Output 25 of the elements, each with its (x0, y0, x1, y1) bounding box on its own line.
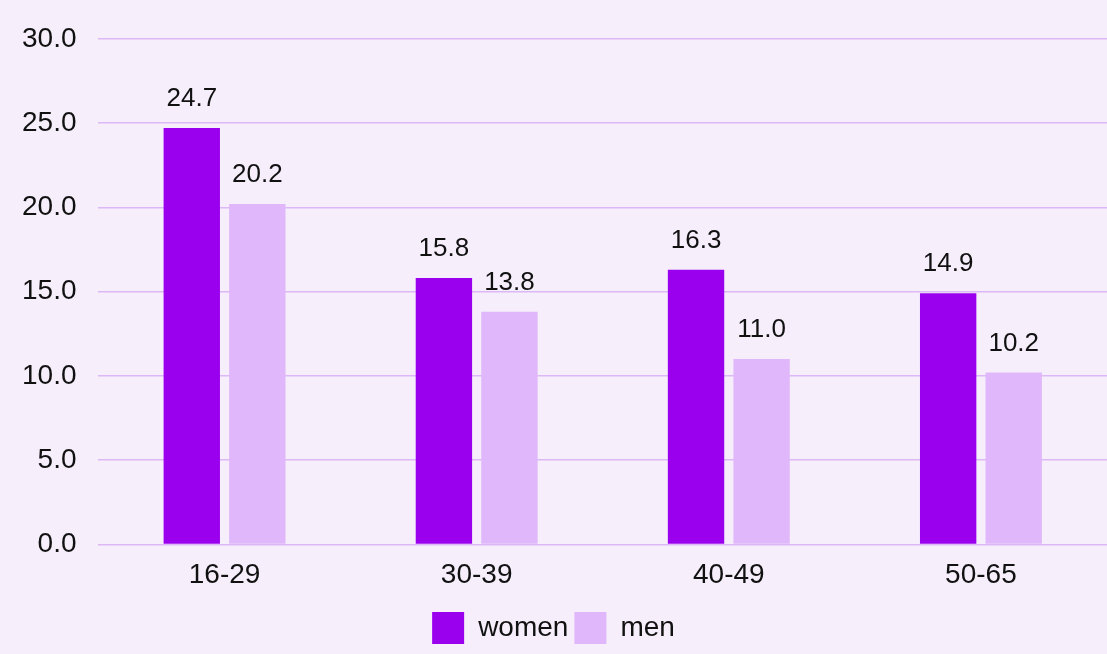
legend-label: men (620, 610, 675, 642)
y-tick-label: 15.0 (22, 274, 77, 306)
legend-label: women (477, 610, 569, 642)
data-label: 10.2 (988, 326, 1040, 357)
x-tick-label: 30-39 (440, 557, 513, 589)
x-tick-label: 16-29 (188, 557, 261, 589)
bar (667, 269, 725, 544)
data-label: 15.8 (418, 232, 470, 263)
bar (415, 278, 473, 544)
data-label: 13.8 (484, 266, 535, 296)
y-tick-label: 25.0 (22, 105, 77, 137)
data-label: 16.3 (670, 223, 722, 254)
data-label: 24.7 (166, 82, 218, 113)
y-tick-label: 10.0 (22, 358, 77, 390)
data-label: 11.0 (737, 313, 786, 344)
bar (919, 293, 977, 544)
y-tick-label: 0.0 (37, 527, 77, 559)
x-tick-label: 50-65 (945, 557, 1017, 589)
y-tick-label: 20.0 (22, 190, 77, 222)
y-tick-label: 5.0 (37, 442, 77, 474)
data-label: 20.2 (232, 158, 283, 189)
y-tick-label: 30.0 (22, 21, 77, 53)
bar (163, 128, 220, 544)
data-label: 14.9 (922, 247, 974, 278)
x-tick-label: 40-49 (693, 557, 765, 589)
